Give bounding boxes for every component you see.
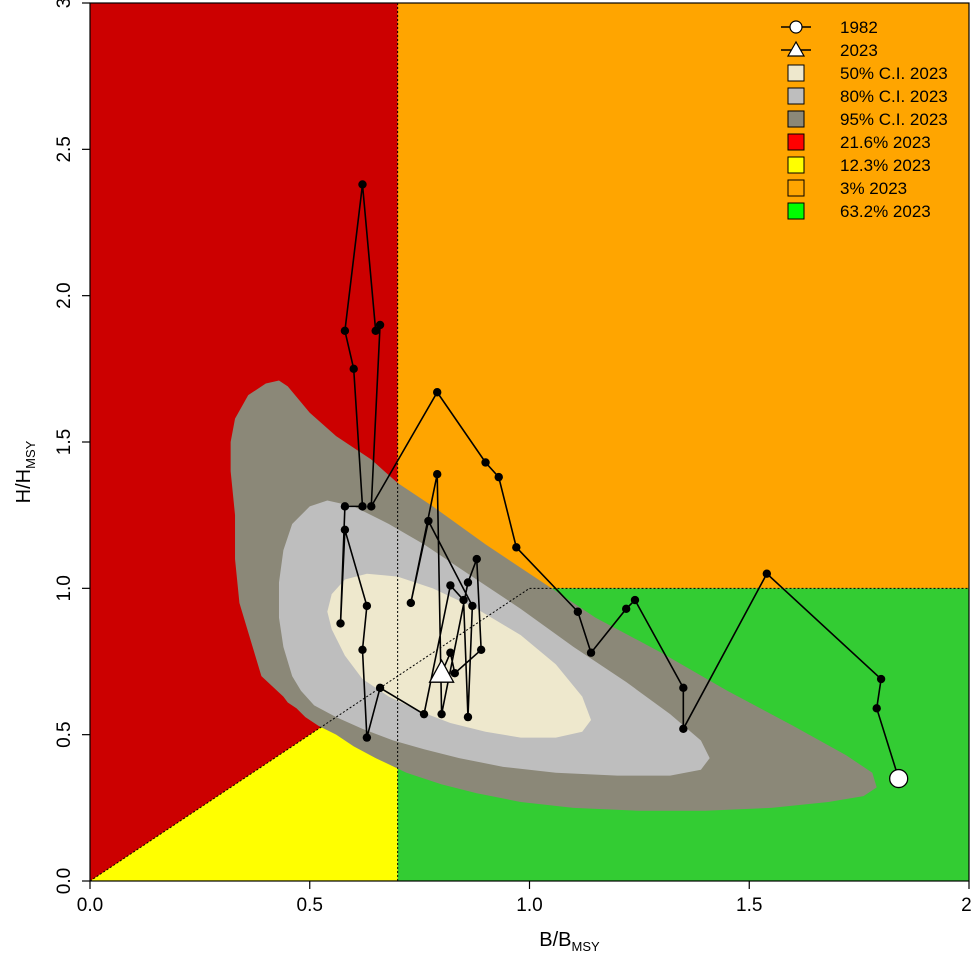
legend-item: 12.3% 2023 [787,156,931,175]
legend-triangle [786,40,806,57]
x-axis-label: B/BMSY [539,929,600,954]
legend-swatch [787,110,805,128]
trajectory-point [586,648,596,657]
trajectory-point [419,709,429,719]
legend-item: 63.2% 2023 [787,202,931,221]
trajectory-point [433,388,442,397]
trajectory-point [872,704,881,713]
legend-swatch [787,133,805,151]
trajectory-point [472,554,481,564]
legend-circle [789,20,803,34]
y-tick-label: 3 [54,0,75,8]
trajectory-point [573,607,583,616]
trajectory-point [367,502,376,511]
x-tick-label: 0.5 [297,895,323,916]
legend-label: 80% C.I. 2023 [840,87,948,106]
legend-item: 3% 2023 [787,179,907,198]
trajectory-point [446,648,455,657]
trajectory-point [481,458,490,467]
trajectory-point [336,619,345,628]
trajectory-point [358,645,367,654]
legend-swatch [787,87,805,105]
trajectory-point [375,683,385,693]
legend-item: 50% C.I. 2023 [787,64,948,83]
legend-item: 1982 [781,18,878,37]
y-axis-label: H/HMSY [13,440,38,503]
trajectory-point [679,724,688,734]
x-tick-label: 1.5 [736,895,762,916]
x-axis-label-sub: MSY [572,939,601,954]
legend-label: 3% 2023 [840,179,907,198]
trajectory-point [340,502,350,511]
x-axis-label-main: B/B [539,929,571,951]
start-marker [889,768,909,789]
trajectory-point [358,502,367,511]
trajectory-point [424,516,433,526]
trajectory-point [340,525,350,534]
trajectory-point [437,709,446,719]
trajectory-point [406,598,416,608]
x-tick-label: 1.0 [516,895,542,916]
trajectory-point [463,712,473,722]
legend-swatch [787,156,805,174]
trajectory-point [358,180,367,189]
legend-label: 12.3% 2023 [840,156,931,175]
trajectory-point [450,669,459,678]
legend-swatch [787,64,805,82]
y-axis-label-sub: MSY [23,440,38,469]
trajectory-point [433,469,442,479]
trajectory-point [876,674,886,684]
trajectory-point [494,472,503,482]
trajectory-point [362,733,372,742]
trajectory-point [762,569,772,578]
y-tick-label: 0.0 [54,868,75,894]
trajectory-point [512,543,521,552]
legend-swatch [787,179,805,197]
trajectory-point [375,320,385,330]
trajectory-point [371,326,380,335]
trajectory-point [349,364,358,374]
legend-item: 2023 [781,40,878,60]
y-tick-label: 2.0 [54,282,75,308]
legend-label: 2023 [840,41,878,60]
trajectory-point [621,604,631,614]
trajectory-point [340,326,350,335]
legend: 1982 2023 50% C.I. 2023 80% C.I. 2023 95% C.… [781,18,948,221]
y-axis-label-main: H/H [13,469,35,503]
legend-label: 50% C.I. 2023 [840,64,948,83]
plot-area [89,3,969,882]
y-tick-label: 1.0 [54,575,75,601]
legend-item: 21.6% 2023 [787,133,931,152]
end-marker [428,658,455,683]
y-tick-label: 1.5 [54,429,75,455]
trajectory-point [679,683,688,693]
zone-orange [397,3,969,589]
trajectory-point [468,601,477,611]
trajectory-point [446,581,455,590]
x-tick-label: 2. [961,895,972,916]
trajectory-point [476,645,486,654]
legend-label: 1982 [840,18,878,37]
x-tick-label: 0.0 [77,895,103,916]
legend-label: 21.6% 2023 [840,133,931,152]
trajectory-point [630,595,640,605]
legend-item: 80% C.I. 2023 [787,87,948,106]
axes: 0.0 0.5 1.0 1.5 2. 0.0 0.5 1.0 1.5 2.0 2.5 3 [54,0,972,916]
y-tick-label: 0.5 [54,721,75,747]
legend-label: 63.2% 2023 [840,202,931,221]
trajectory-point [459,595,468,605]
y-tick-label: 2.5 [54,136,75,162]
legend-swatch [787,202,805,220]
legend-label: 95% C.I. 2023 [840,110,948,129]
legend-item: 95% C.I. 2023 [787,110,948,129]
trajectory-point [463,578,473,587]
trajectory-point [362,601,372,611]
